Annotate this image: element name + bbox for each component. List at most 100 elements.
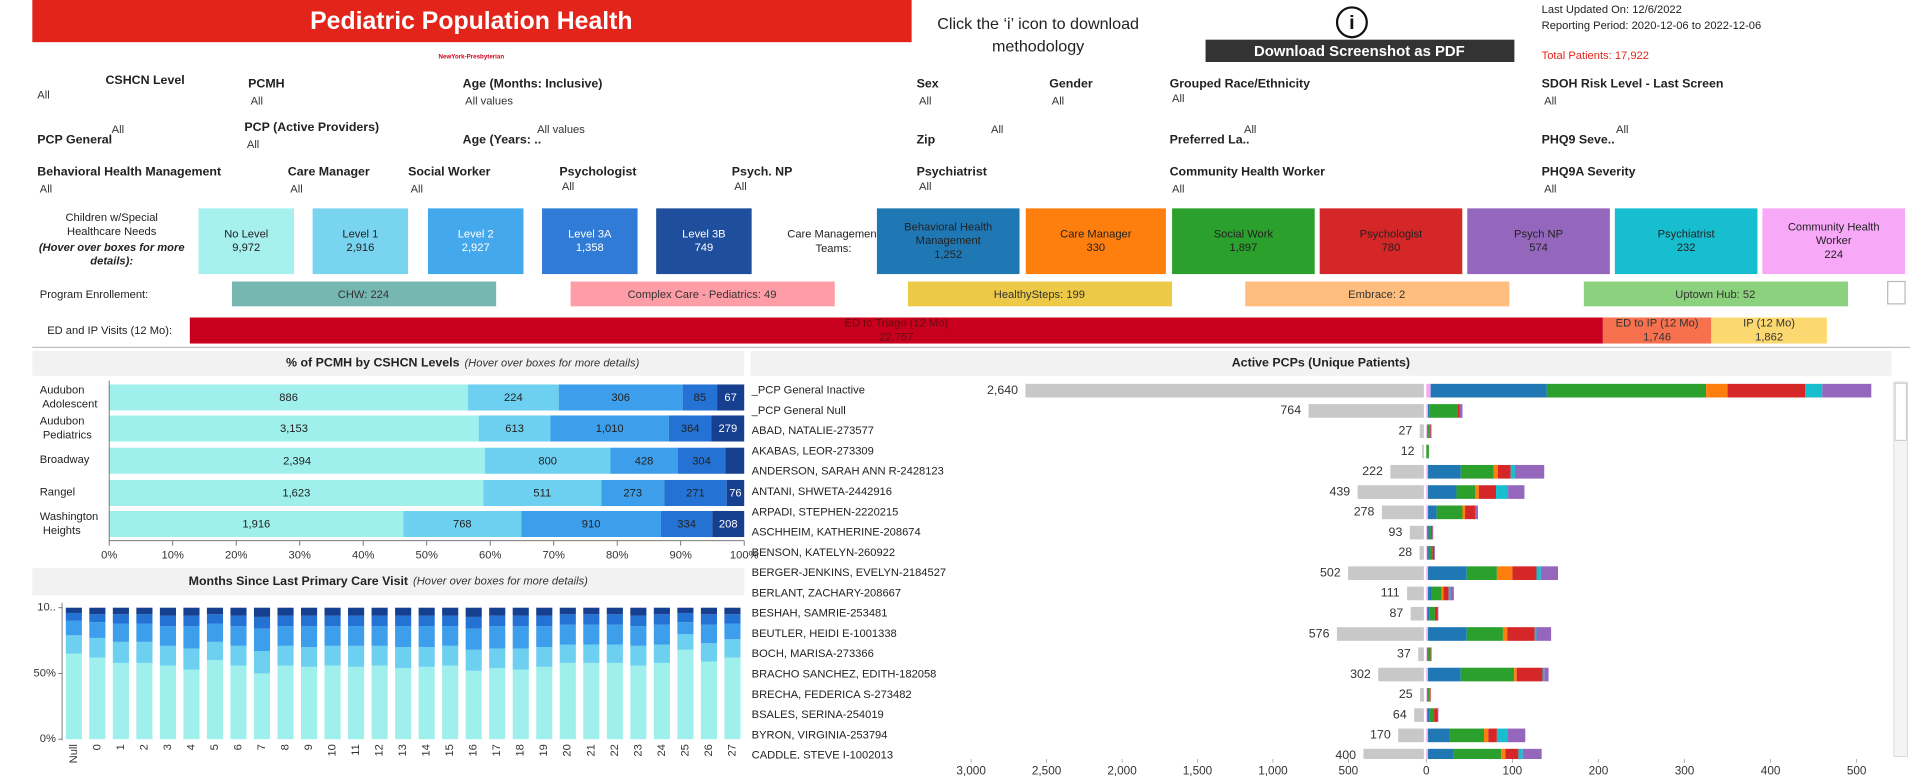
column-segment xyxy=(583,614,600,625)
bar-segment xyxy=(725,447,745,474)
bar-segment xyxy=(1450,586,1454,601)
column-segment xyxy=(700,661,717,740)
filter-value[interactable]: All xyxy=(919,96,931,108)
programs-label: Program Enrollement: xyxy=(40,289,149,301)
filter-value[interactable]: All xyxy=(1172,184,1184,196)
column-segment xyxy=(112,641,129,663)
cshcn-hint: (Hover over boxes for more xyxy=(39,242,185,254)
program-pill[interactable] xyxy=(570,281,835,307)
tile[interactable] xyxy=(542,208,638,275)
filter-value[interactable]: All xyxy=(247,139,259,151)
tile[interactable] xyxy=(1614,208,1758,275)
tile[interactable] xyxy=(1762,208,1906,275)
data-label: 93 xyxy=(1389,525,1403,539)
bar-segment xyxy=(1428,566,1467,580)
filter-value[interactable]: All xyxy=(1244,124,1256,136)
column-segment xyxy=(65,620,82,636)
x-tick-label: 20 xyxy=(562,744,574,756)
category-label: CADDLE, STEVE I-1002013 xyxy=(752,750,893,762)
data-label: 208 xyxy=(719,519,738,531)
panel-header xyxy=(32,350,745,376)
bar-segment xyxy=(1502,627,1508,641)
program-pill[interactable] xyxy=(231,281,497,307)
bar-segment xyxy=(1496,566,1513,580)
bar xyxy=(1308,404,1424,418)
column-segment xyxy=(700,607,717,615)
program-pill[interactable] xyxy=(907,281,1173,307)
bar-segment xyxy=(1434,708,1438,722)
column-segment xyxy=(418,666,435,740)
filter-value[interactable]: All xyxy=(919,181,931,193)
filter-value[interactable]: All values xyxy=(465,96,513,108)
bar-segment xyxy=(109,479,484,507)
download-button[interactable] xyxy=(1205,39,1515,63)
tile[interactable] xyxy=(656,208,752,275)
x-tick-label: 50% xyxy=(416,550,438,562)
program-pill[interactable] xyxy=(1245,281,1510,307)
filter-value[interactable]: All xyxy=(1052,96,1064,108)
column-segment xyxy=(324,665,341,740)
tile[interactable] xyxy=(427,208,524,275)
column-segment xyxy=(418,626,435,648)
data-label: 886 xyxy=(279,392,298,404)
filter-value[interactable]: All xyxy=(411,184,423,196)
filter-value[interactable]: All xyxy=(1172,93,1184,105)
scrollbar-track[interactable] xyxy=(1893,381,1908,757)
tile[interactable] xyxy=(1319,208,1463,275)
filter-value[interactable]: All xyxy=(40,184,52,196)
bar-segment xyxy=(1426,424,1428,439)
bar-segment xyxy=(1483,728,1489,743)
program-toggle[interactable] xyxy=(1887,280,1906,305)
category-label: ANTANI, SHWETA-2442916 xyxy=(752,486,892,498)
tile[interactable] xyxy=(1467,208,1610,275)
filter-value[interactable]: All xyxy=(734,181,746,193)
column-segment xyxy=(630,615,647,627)
filter-value[interactable]: All xyxy=(290,184,302,196)
data-label: 224 xyxy=(504,392,523,404)
filter-value[interactable]: All xyxy=(1544,184,1556,196)
filter-value[interactable]: All values xyxy=(537,124,585,136)
data-label: 364 xyxy=(681,423,700,435)
column-segment xyxy=(112,614,129,624)
bar-segment xyxy=(711,415,745,442)
column-segment xyxy=(89,614,106,623)
column-segment xyxy=(112,662,129,740)
bar-segment xyxy=(1456,485,1476,499)
data-label: 764 xyxy=(1280,403,1301,417)
tile[interactable] xyxy=(198,208,295,275)
scrollbar-thumb[interactable] xyxy=(1894,382,1907,441)
filter-value[interactable]: All xyxy=(37,89,49,101)
column-segment xyxy=(395,615,412,627)
tile[interactable] xyxy=(1025,208,1166,275)
bar xyxy=(1410,606,1424,621)
filter-value[interactable]: All xyxy=(112,124,124,136)
info-icon[interactable] xyxy=(1335,6,1368,39)
column-segment xyxy=(159,645,176,666)
bar-segment xyxy=(1434,546,1435,560)
column-segment xyxy=(724,614,741,624)
filter-value[interactable]: All xyxy=(251,96,263,108)
data-label: 25 xyxy=(1399,687,1413,701)
info-icon-glyph: i xyxy=(1349,12,1355,34)
tile[interactable] xyxy=(876,208,1020,275)
filter-value[interactable]: All xyxy=(562,181,574,193)
filter-value[interactable]: All xyxy=(991,124,1003,136)
column-segment xyxy=(677,607,694,613)
tile[interactable] xyxy=(312,208,409,275)
bar-segment xyxy=(1493,464,1498,479)
filter-value[interactable]: All xyxy=(1544,96,1556,108)
tile[interactable] xyxy=(1172,208,1315,275)
program-pill[interactable] xyxy=(1583,281,1848,307)
column-segment xyxy=(442,607,459,616)
column-segment xyxy=(300,666,318,740)
bar-segment xyxy=(468,384,559,411)
bar-segment xyxy=(1426,667,1429,682)
column-segment xyxy=(724,607,741,615)
column-segment xyxy=(418,607,435,616)
filter-value[interactable]: All xyxy=(1616,124,1628,136)
dashboard-title: Pediatric Population Health xyxy=(310,8,632,35)
chart-title: Months Since Last Primary Care Visit xyxy=(189,574,408,588)
x2-tick-label: 400 xyxy=(1761,765,1781,776)
bar-segment xyxy=(1711,317,1827,344)
column-segment xyxy=(512,615,529,627)
